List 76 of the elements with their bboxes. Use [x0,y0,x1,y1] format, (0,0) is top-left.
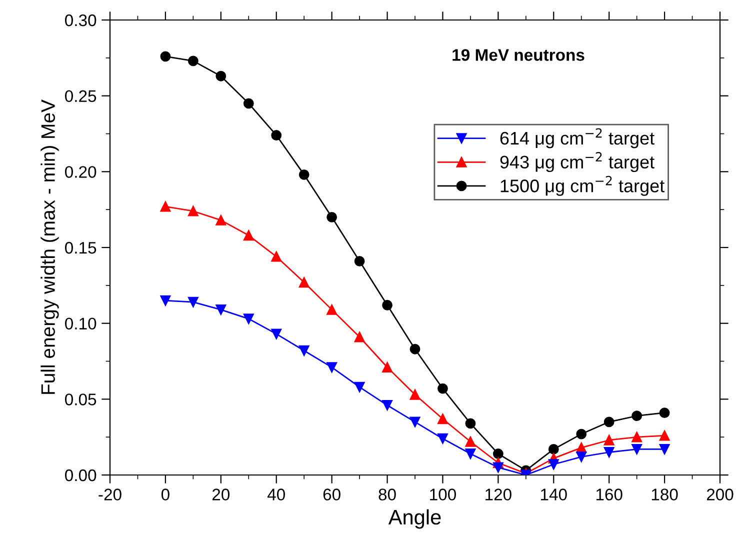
x-tick-label: -20 [98,488,122,500]
point [216,304,226,315]
point [632,432,642,442]
point [659,444,670,454]
x-tick-label: 160 [596,488,622,500]
x-tick-label: 80 [378,488,396,500]
legend-label: 614 μg cm$^{−2}$ target [500,128,654,148]
point [188,206,198,216]
x-tick-label: 120 [486,488,512,500]
point [354,256,365,266]
point [382,400,392,410]
point [243,230,254,241]
point [298,345,310,356]
point [354,332,365,342]
point [326,362,338,373]
point [632,410,642,422]
x-tick-label: 140 [541,488,567,500]
y-tick-label: 0.20 [65,166,96,178]
x-tick-label: 180 [652,488,678,500]
y-tick-label: 0.25 [65,90,96,102]
y-axis-title: Full energy width (max - min) MeV [40,100,59,394]
point [604,434,614,446]
point [326,304,338,315]
x-tick-label: 0 [161,488,170,500]
point [548,459,559,470]
point [271,130,282,140]
point [465,436,476,447]
point [410,416,420,428]
x-tick-label: 40 [267,488,285,500]
point [216,70,226,82]
point [354,382,365,392]
y-tick-label: 0.30 [65,14,96,26]
point [492,462,504,473]
point [492,448,504,459]
legend-label: 943 μg cm$^{−2}$ target [500,152,654,172]
annotation: 19 MeV neutrons [452,49,584,61]
point [243,314,254,324]
point [576,428,587,440]
point [465,448,476,459]
x-tick-label: 20 [212,488,230,500]
x-tick-label: 100 [430,488,456,500]
point [188,56,198,66]
point [438,433,448,444]
point [188,296,198,308]
point [438,414,448,424]
x-tick-label: 200 [706,488,734,500]
legend-label: 1500 μg cm$^{−2}$ target [500,176,665,196]
point [271,328,282,340]
point [160,295,171,306]
point [465,418,476,429]
y-tick-label: 0.05 [65,394,96,406]
x-axis-title: Angle [388,509,441,529]
point [271,251,282,262]
y-tick-label: 0.15 [65,242,96,254]
point [298,169,310,180]
point [632,444,642,454]
point [576,452,587,462]
point [160,201,171,212]
point [659,408,670,418]
point [382,362,392,373]
point [410,389,420,400]
y-tick-label: 0.00 [65,469,96,482]
point [659,430,670,441]
point [548,444,559,454]
y-tick-label: 0.10 [65,318,96,330]
point [604,447,614,458]
x-tick-label: 60 [323,488,340,500]
point [216,214,226,226]
point [604,416,614,428]
point [382,300,392,310]
point [298,277,310,288]
point [410,344,420,354]
point [243,98,254,109]
point [160,51,171,62]
point [438,383,448,394]
point [326,212,338,222]
